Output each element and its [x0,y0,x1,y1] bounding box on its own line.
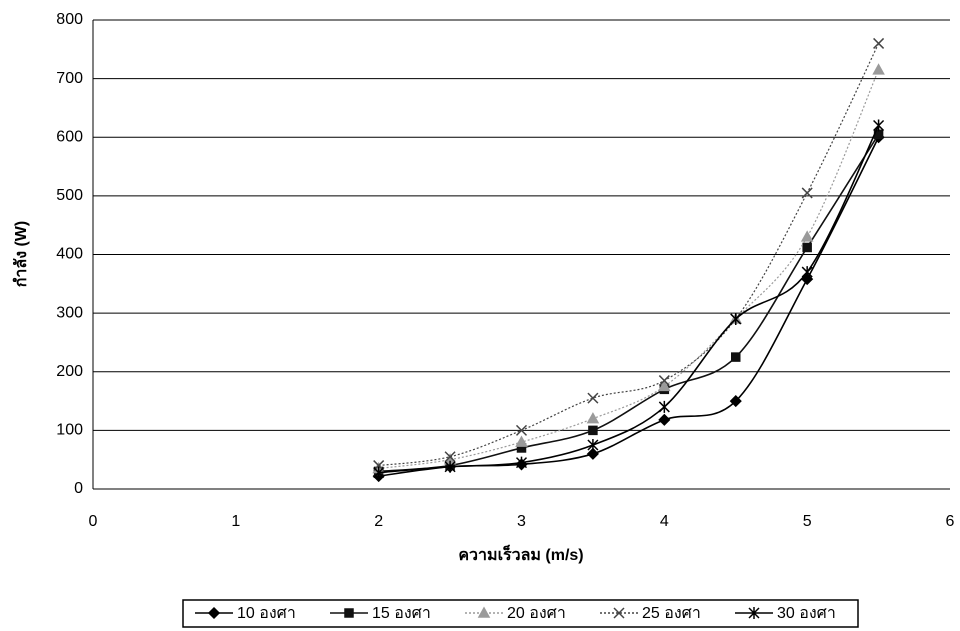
series-line [378,133,880,473]
marker [586,447,599,460]
x-tick-label: 2 [374,513,383,530]
marker [587,392,599,404]
marker [658,379,671,392]
marker [477,606,491,618]
y-tick-label: 500 [56,187,83,204]
marker [730,312,742,325]
y-tick-label: 400 [56,246,83,263]
marker [207,606,221,620]
legend-label: 20 องศา [507,605,566,622]
y-tick-label: 100 [56,422,83,439]
marker [729,395,742,408]
marker [373,466,385,479]
marker [731,352,741,362]
marker [515,435,528,447]
legend-label: 30 องศา [777,605,836,622]
x-tick-label: 0 [89,513,98,530]
marker [873,119,885,132]
legend-label: 15 องศา [372,605,431,622]
marker [800,230,814,242]
marker [872,63,885,75]
x-tick-label: 6 [946,513,955,530]
x-axis-title: ความเร็วลม (m/s) [458,543,583,564]
marker [802,242,812,253]
y-tick-label: 0 [74,480,83,497]
marker [613,607,625,619]
legend-label: 10 องศา [237,605,296,622]
x-tick-label: 4 [660,513,669,530]
legend-label: 25 องศา [642,605,701,622]
marker [658,375,670,387]
marker [344,608,354,618]
marker [801,266,813,279]
series-line [378,136,880,477]
series-line [378,69,880,470]
series-line [378,125,880,474]
y-tick-label: 200 [56,363,83,380]
x-tick-label: 3 [517,513,526,530]
marker [515,456,528,469]
marker [748,607,760,619]
x-tick-label: 5 [803,513,812,530]
y-tick-label: 700 [56,70,83,87]
marker [658,413,671,426]
marker [587,439,599,452]
marker [873,37,885,49]
y-tick-label: 600 [56,128,83,145]
marker [515,424,528,436]
y-axis-title: กำลัง (W) [12,221,30,288]
marker [801,187,813,199]
y-tick-label: 800 [56,11,83,28]
marker [586,412,600,424]
y-tick-label: 300 [56,304,83,321]
marker [658,400,670,413]
x-tick-label: 1 [231,513,240,530]
marker [444,460,456,473]
marker [588,425,598,436]
marker [444,451,456,463]
